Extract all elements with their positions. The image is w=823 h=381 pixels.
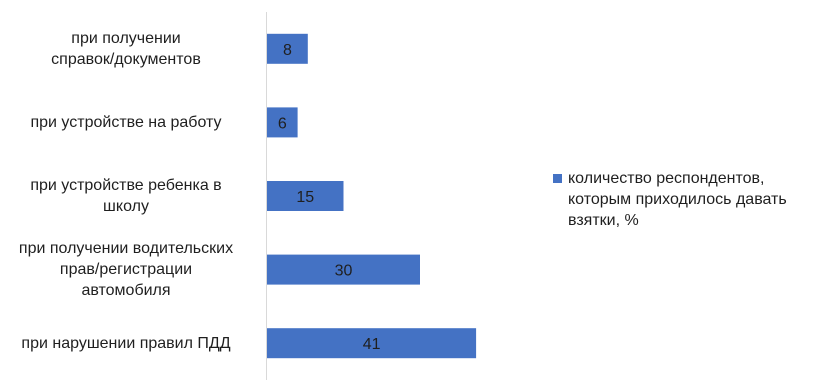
- bar: [267, 33, 308, 64]
- bar-data-label: 41: [363, 336, 381, 353]
- bar-data-label: 15: [296, 189, 314, 206]
- bar-data-label: 30: [335, 263, 353, 280]
- bar: [267, 328, 477, 359]
- category-label: при нарушении правил ПДД: [21, 334, 231, 352]
- category-label: при устройстве на работу: [30, 113, 222, 131]
- legend-label: количество респондентов, которым приходи…: [568, 170, 787, 229]
- bar: [267, 254, 420, 285]
- bar: [267, 107, 298, 138]
- bar: [267, 181, 344, 211]
- legend: количество респондентов, которым приходи…: [553, 168, 815, 231]
- bars-group: 8 6 15 30 41: [267, 33, 477, 359]
- category-label: при получении справок/документов: [51, 29, 201, 68]
- legend-swatch: [553, 174, 562, 183]
- bar-data-label: 8: [283, 42, 292, 59]
- category-label: при устройстве ребенка в школу: [30, 177, 222, 215]
- category-label: при получении водительских прав/регистрац…: [18, 240, 234, 300]
- bar-data-label: 6: [278, 115, 287, 132]
